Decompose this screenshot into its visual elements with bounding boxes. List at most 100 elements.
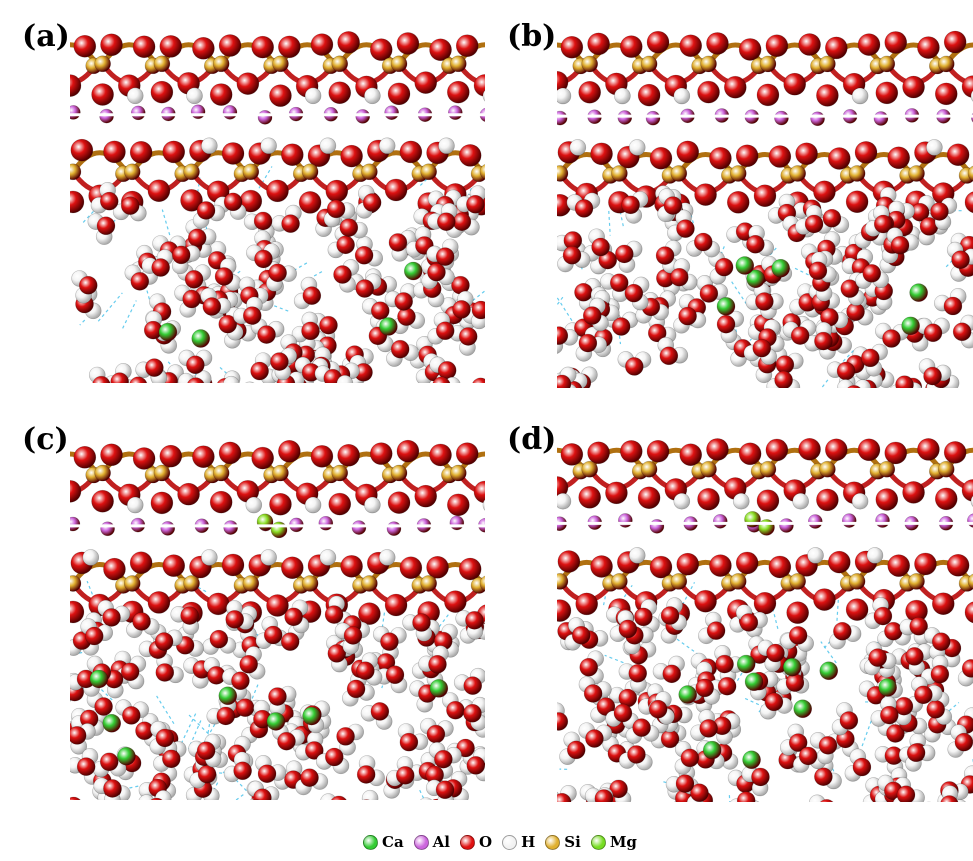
atom-o [206,592,230,616]
atom-o [257,325,276,344]
atom-o [766,643,785,663]
atom-mg [256,513,274,531]
atom-ca [117,746,136,766]
atom-o [562,245,582,265]
atom-o [356,661,375,681]
atom-o [813,180,836,204]
atom-mg [744,511,761,528]
atom-o [621,195,640,215]
atom-o [788,626,808,645]
atom-o [223,192,243,212]
hydrogen-bond [419,177,429,186]
atom-al [618,513,633,528]
atom-al [318,515,334,531]
legend-swatch-h [502,834,518,850]
hydrogen-bond [467,290,485,305]
atom-h [628,139,646,156]
atom-o [615,244,634,264]
atom-o [209,629,229,649]
legend-swatch-ca [363,834,378,850]
atom-si [301,575,319,592]
atom-o [434,749,453,769]
atom-o [103,557,126,581]
atom-o [697,487,720,511]
atom-o [833,621,852,641]
atom-o [587,441,610,465]
atom-si [94,464,111,482]
hydrogen-bond [188,714,212,738]
atom-si [937,55,955,73]
atom-o [873,214,893,234]
atom-o [397,307,416,326]
legend-label-h: H [521,833,536,851]
atom-o [336,727,355,746]
atom-o [192,445,215,469]
atom-o [709,146,732,170]
atom-o [435,321,455,341]
atom-o [715,654,734,674]
atom-ca [191,329,211,348]
atom-o [923,366,942,386]
atom-h [557,87,572,105]
atom-o [463,703,482,723]
atom-o [875,81,899,105]
atom-o [257,764,277,784]
atom-o [266,179,289,203]
atom-o [325,179,349,203]
atom-o [706,621,726,640]
panel-a-structure [70,31,485,383]
atom-o [756,489,780,513]
atom-h [260,549,277,566]
atom-h [970,90,973,102]
atom-ca [793,699,813,719]
atom-o [466,756,485,775]
atom-o [726,190,750,214]
atom-o [814,767,833,787]
atom-o [94,697,113,716]
atom-o [678,306,697,326]
atom-o [739,613,759,632]
panel-d-structure [557,437,973,802]
si-o-bond [70,42,99,66]
atom-o [196,201,216,220]
atom-o [385,665,405,685]
atom-si [967,573,973,590]
atom-o [676,140,700,164]
atom-o [426,555,449,579]
legend-item-mg: Mg [590,833,637,851]
atom-o [465,611,484,630]
atom-si [640,55,658,73]
hydrogen-bond [195,585,207,593]
atom-o [943,296,963,316]
atom-o [557,476,569,499]
atom-o [914,552,937,576]
atom-o [753,184,777,208]
atom-o [663,196,683,215]
atom-o [716,314,736,334]
atom-o [566,740,586,760]
atom-o [458,144,482,167]
atom-ca [716,297,736,316]
atom-o [340,144,363,168]
atom-o [839,711,859,730]
atom-al [712,514,728,529]
atom-si [301,163,319,181]
atom-o [129,551,153,575]
atom-o [251,446,274,470]
atom-si [153,55,171,73]
atom-o [825,36,848,60]
atom-h [807,547,824,564]
atom-si [670,573,688,590]
atom-o [466,194,485,214]
atom-h [336,374,354,383]
atom-o [627,745,646,764]
atom-o [852,757,872,777]
atom-o [150,80,174,104]
atom-si [937,460,955,478]
atom-o [103,140,126,164]
atom-o [934,487,958,511]
atom-o [159,35,183,58]
atom-o [884,31,908,54]
atom-o [618,619,638,639]
atom-o [905,647,924,666]
